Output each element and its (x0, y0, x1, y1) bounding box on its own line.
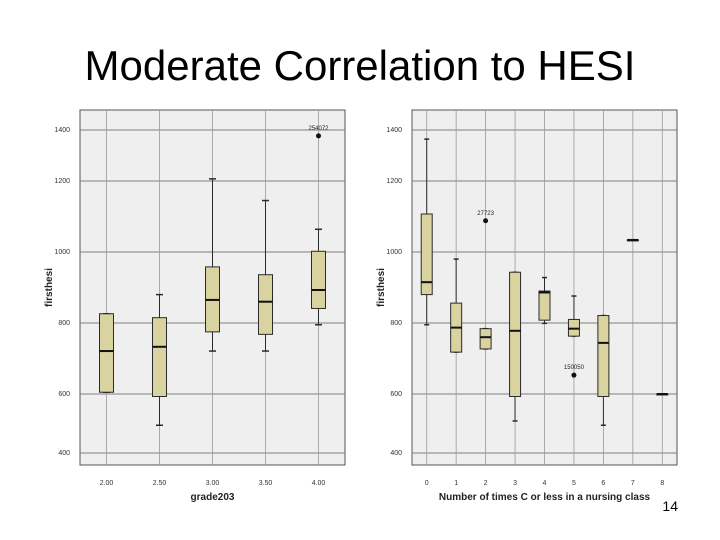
box-2.50 (152, 317, 167, 397)
x-tick-label: 2 (484, 480, 488, 487)
x-tick-label: 0 (425, 480, 429, 487)
x-tick-label: 5 (572, 480, 576, 487)
outlier-point (571, 372, 577, 378)
slide-title: Moderate Correlation to HESI (84, 42, 636, 89)
y-tick-label: 800 (58, 320, 70, 327)
x-tick-label: 2.50 (153, 480, 167, 487)
outlier-label: 150050 (564, 365, 585, 371)
x-axis-label: grade203 (191, 492, 235, 503)
y-tick-label: 400 (58, 450, 70, 457)
x-axis-label: Number of times C or less in a nursing c… (439, 492, 651, 503)
box-4.00 (311, 250, 326, 309)
outlier-point (483, 218, 489, 224)
x-tick-label: 4.00 (312, 480, 326, 487)
slide-number: 14 (662, 498, 678, 514)
y-tick-label: 1200 (54, 178, 70, 185)
y-tick-label: 1000 (386, 249, 402, 256)
chart-2: 1400 1200 1000 800 600 400 0 1 2 3 4 5 6 7 8 Number of … (376, 109, 678, 503)
box-2 (479, 328, 492, 350)
outlier-label: 254072 (308, 126, 329, 132)
y-axis-label: firsthesi (44, 268, 55, 307)
y-tick-label: 600 (390, 391, 402, 398)
x-tick-label: 3.00 (206, 480, 220, 487)
y-tick-label: 1400 (54, 127, 70, 134)
outlier-label: 27723 (477, 211, 494, 217)
box-2.00 (99, 313, 114, 393)
x-tick-label: 3 (513, 480, 517, 487)
y-tick-label: 1000 (54, 249, 70, 256)
box-6 (597, 315, 610, 397)
y-tick-label: 1200 (386, 178, 402, 185)
y-tick-label: 1400 (386, 127, 402, 134)
box-3.50 (258, 274, 273, 335)
box-3 (509, 271, 522, 397)
x-tick-label: 2.00 (100, 480, 114, 487)
chart-1: 1400 1200 1000 800 600 400 2.00 2.50 3.00 3.50 4.0… (44, 109, 346, 503)
x-tick-label: 8 (660, 480, 664, 487)
x-tick-label: 4 (543, 480, 547, 487)
y-tick-label: 400 (390, 450, 402, 457)
y-tick-label: 600 (58, 391, 70, 398)
box-0 (420, 213, 433, 296)
y-tick-label: 800 (390, 320, 402, 327)
x-tick-label: 6 (601, 480, 605, 487)
outlier-point (316, 133, 321, 139)
y-axis-label: firsthesi (376, 268, 387, 307)
box-4 (538, 290, 551, 321)
x-tick-label: 7 (631, 480, 635, 487)
x-tick-label: 1 (454, 480, 458, 487)
x-tick-label: 3.50 (259, 480, 273, 487)
